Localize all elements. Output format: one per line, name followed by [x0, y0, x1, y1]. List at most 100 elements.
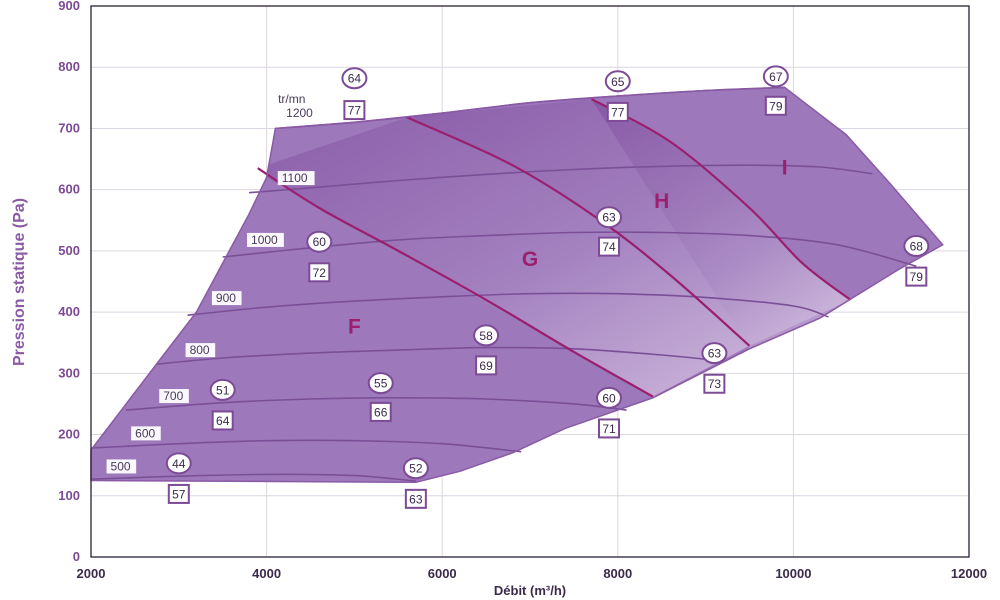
speed-label: 900 [216, 291, 236, 305]
y-tick-label: 900 [58, 0, 80, 13]
square-marker [598, 418, 621, 439]
annotations: tr/mn 500 600 700 800 900 1000 1100 1200 F G H I 44 51… [106, 65, 930, 509]
circle-marker [209, 378, 236, 401]
x-tick-label: 6000 [428, 566, 457, 581]
circle-marker [596, 386, 623, 409]
circle-marker-value: 60 [313, 235, 327, 249]
y-tick-label: 500 [58, 243, 80, 258]
square-marker [606, 101, 629, 122]
y-tick-label: 0 [73, 549, 80, 564]
speed-label-bg [247, 232, 284, 247]
speed-curve-1100 [248, 164, 873, 194]
speed-label-bg [211, 291, 242, 306]
circle-marker-value: 58 [479, 329, 493, 343]
circle-marker-value: 64 [348, 72, 362, 86]
speed-label: 1100 [282, 171, 308, 185]
circle-marker-value: 63 [602, 211, 616, 225]
square-marker [764, 95, 787, 116]
square-marker [308, 262, 331, 283]
y-tick-label: 700 [58, 120, 80, 135]
zone-label: H [654, 190, 669, 213]
x-tick-label: 8000 [603, 566, 632, 581]
circle-marker [306, 230, 333, 253]
speed-curve-1000 [222, 231, 917, 267]
speed-label: 700 [163, 389, 183, 403]
y-tick-label: 800 [58, 59, 80, 74]
zone-label: I [782, 156, 788, 179]
square-marker-value: 73 [708, 377, 722, 391]
square-marker [369, 401, 392, 422]
speed-curve-600 [90, 439, 522, 453]
speed-curve-900 [187, 292, 829, 318]
speed-label: 1000 [251, 233, 278, 247]
y-tick-label: 300 [58, 365, 80, 380]
zone-label: F [348, 316, 361, 339]
circle-marker [165, 452, 192, 475]
speed-label: 500 [111, 459, 131, 473]
square-marker [343, 100, 366, 121]
square-marker-value: 77 [348, 104, 362, 118]
zone-boundary-H-I [590, 98, 852, 301]
x-tick-label: 10000 [775, 566, 811, 581]
speed-label: 600 [135, 426, 155, 440]
square-marker [905, 266, 928, 287]
speed-unit-label: tr/mn [278, 92, 305, 106]
square-marker [598, 236, 621, 257]
square-marker-value: 74 [602, 240, 616, 254]
x-tick-label: 12000 [951, 566, 987, 581]
circle-marker-value: 65 [611, 75, 625, 89]
circle-marker [596, 206, 623, 229]
circle-marker [341, 67, 368, 90]
square-marker-value: 79 [910, 270, 924, 284]
square-marker [404, 488, 427, 509]
x-axis-label: Débit (m³/h) [494, 583, 566, 598]
speed-label-bg [185, 343, 216, 358]
circle-marker [701, 342, 728, 365]
square-marker [475, 355, 498, 376]
axes: 0 100 200 300 400 500 600 700 800 900 2000 4000 6000… [58, 0, 987, 581]
y-tick-label: 600 [58, 182, 80, 197]
speed-label-bg [282, 106, 319, 121]
square-marker [703, 373, 726, 394]
plot-frame [90, 5, 970, 558]
y-axis-label: Pression statique (Pa) [11, 198, 28, 366]
square-marker-value: 69 [479, 359, 493, 373]
circle-marker-value: 63 [708, 347, 722, 361]
envelope-outline [90, 86, 944, 484]
circle-marker [762, 65, 789, 88]
square-marker [211, 410, 234, 431]
circle-marker-value: 60 [602, 391, 616, 405]
circle-marker [402, 457, 429, 480]
square-marker-value: 66 [374, 405, 388, 419]
speed-label-bg [106, 459, 137, 474]
circle-marker [903, 234, 930, 257]
square-marker [167, 483, 190, 504]
y-tick-label: 200 [58, 427, 80, 442]
zone-boundary-F-G [257, 167, 654, 398]
square-marker-value: 57 [172, 487, 186, 501]
circle-marker-value: 51 [216, 383, 230, 397]
circle-marker [604, 70, 631, 93]
circle-marker [473, 324, 500, 347]
speed-label-bg [131, 426, 161, 441]
speed-label-bg [277, 171, 315, 186]
speed-curve-800 [156, 346, 724, 365]
speed-curve-500 [90, 473, 416, 482]
zone-shading [591, 99, 943, 349]
square-marker-value: 64 [216, 414, 230, 428]
zone-shading [257, 117, 750, 397]
square-marker-value: 71 [602, 422, 616, 436]
circle-marker-value: 68 [910, 239, 924, 253]
circle-marker-value: 52 [409, 462, 423, 476]
speed-label-bg [159, 389, 189, 404]
square-marker-value: 79 [769, 99, 783, 113]
circle-marker-value: 67 [769, 70, 783, 84]
circle-marker-value: 55 [374, 377, 388, 391]
speed-label: 1200 [286, 106, 313, 120]
x-tick-label: 4000 [252, 566, 281, 581]
speed-label: 800 [190, 343, 210, 357]
square-marker-value: 77 [611, 105, 625, 119]
y-tick-label: 400 [58, 304, 80, 319]
x-tick-label: 2000 [77, 566, 106, 581]
